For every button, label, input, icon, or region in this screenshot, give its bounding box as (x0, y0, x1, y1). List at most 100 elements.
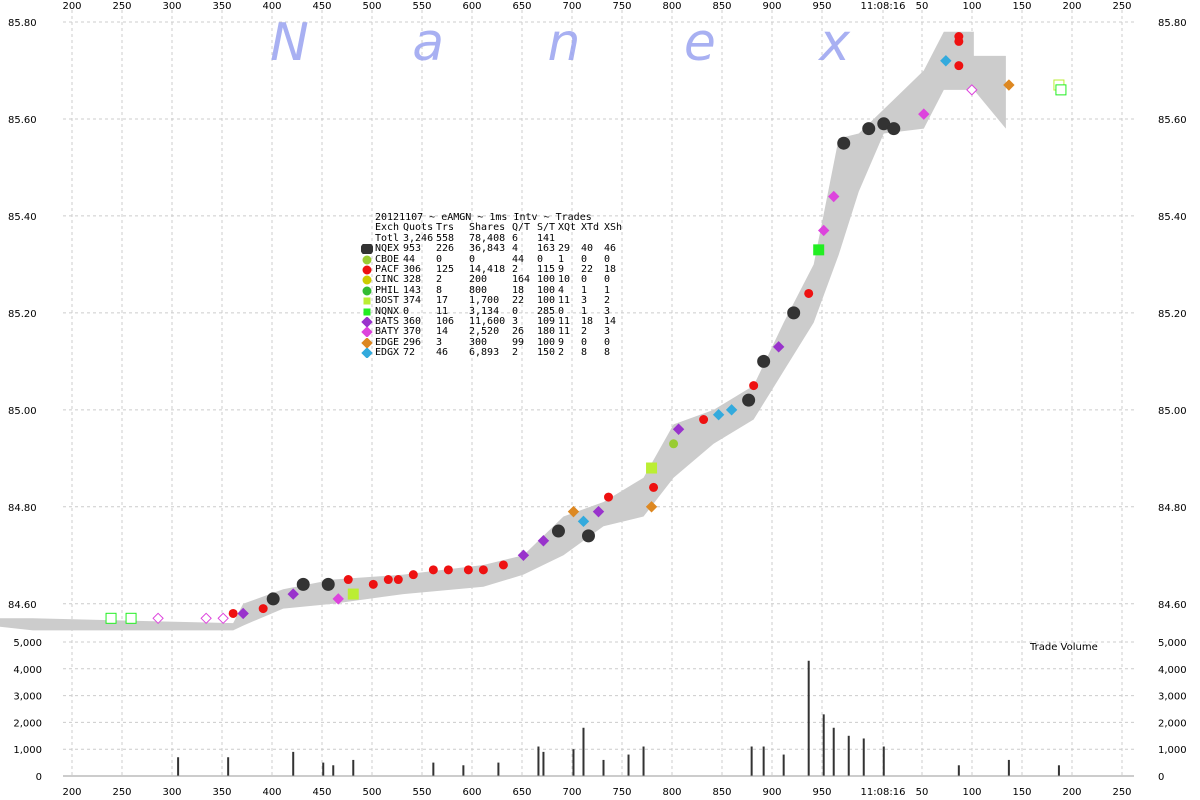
legend-marker-shape (362, 255, 372, 265)
trade-point-24 (517, 549, 530, 561)
trade-point-4 (217, 612, 229, 625)
legend-cell: 11 (558, 295, 571, 307)
legend-cell: 0 (469, 253, 476, 265)
trade-point-42 (757, 354, 771, 368)
trade-point-50 (862, 122, 876, 136)
legend-cell: 163 (537, 243, 556, 255)
legend-cell: 8 (581, 347, 588, 359)
legend-marker-shape (361, 337, 373, 348)
top-tick-label-3: 350 (212, 1, 231, 12)
trade-point-1 (125, 612, 137, 624)
legend-cell: BATS (375, 315, 400, 327)
bottom-tick-label-18: 100 (962, 787, 981, 798)
trade-point-58 (966, 84, 978, 96)
right-price-label-0: 85.80 (1158, 18, 1187, 29)
top-tick-label-7: 550 (412, 1, 431, 12)
legend-cell: 0 (558, 305, 565, 317)
bottom-tick-label-11: 750 (612, 787, 631, 798)
right-price-label-4: 85.00 (1158, 406, 1187, 417)
legend-cell: 3,246 (403, 232, 434, 244)
top-tick-label-15: 950 (812, 1, 831, 12)
bottom-tick-label-20: 200 (1062, 787, 1081, 798)
legend-cell: 26 (512, 326, 525, 338)
legend-cell: 0 (581, 253, 588, 265)
legend-cell: 3 (512, 315, 519, 327)
legend-cell: 100 (537, 295, 556, 307)
legend-marker-shape (362, 265, 372, 275)
bottom-tick-label-13: 850 (712, 787, 731, 798)
legend-cell: 2 (558, 347, 565, 359)
quote-bands (0, 31, 1006, 631)
legend-marker-shape (361, 327, 373, 338)
bottom-tick-label-2: 300 (162, 787, 181, 798)
trade-point-38 (712, 408, 725, 421)
legend-cell: 4 (512, 243, 519, 255)
legend-header-cell: Shares (469, 222, 506, 234)
trade-point-12 (332, 593, 344, 605)
quote-band (0, 31, 1006, 631)
top-tick-label-12: 800 (662, 1, 681, 12)
left-price-label-6: 84.60 (8, 600, 37, 611)
legend-cell: 374 (403, 295, 422, 307)
trade-point-3 (200, 612, 212, 625)
legend-cell: 2 (512, 347, 519, 359)
trade-point-28 (577, 515, 590, 528)
legend-cell: NQEX (375, 243, 400, 255)
volume-bar-10 (750, 746, 753, 776)
right-price-label-1: 85.60 (1158, 115, 1187, 126)
top-tick-label-10: 700 (562, 1, 581, 12)
trade-point-5 (228, 608, 238, 618)
legend-marker (361, 327, 373, 338)
legend-cell: 3 (604, 305, 611, 317)
trade-point-47 (818, 224, 830, 237)
legend-cell: PACF (375, 263, 400, 275)
legend-header-cell: XQt (558, 222, 577, 234)
legend-cell: 6,893 (469, 347, 500, 359)
legend-marker (361, 316, 373, 327)
legend-cell: 296 (403, 336, 422, 348)
trade-point-22 (478, 565, 488, 575)
left-volume-label-1: 4,000 (13, 665, 42, 676)
right-price-label-5: 84.80 (1158, 503, 1187, 514)
legend-cell: 0 (512, 305, 519, 317)
legend-cell: 18 (581, 315, 594, 327)
legend-cell: 6 (512, 232, 519, 244)
trade-point-26 (551, 524, 565, 538)
legend-header-cell: S/T (537, 222, 556, 234)
legend-header-cell: Q/T (512, 222, 531, 234)
trade-point-2 (152, 612, 164, 625)
trade-point-39 (725, 404, 738, 416)
trade-point-29 (581, 529, 595, 543)
trade-point-35 (669, 439, 679, 449)
left-price-label-2: 85.40 (8, 212, 37, 223)
legend-marker-shape (361, 316, 373, 327)
right-price-label-3: 85.20 (1158, 309, 1187, 320)
legend-cell: 46 (436, 347, 449, 359)
volume-bar-17 (292, 751, 295, 776)
left-price-label-5: 84.80 (8, 503, 37, 514)
legend-cell: 72 (403, 347, 416, 359)
volume-bar-4 (572, 749, 575, 776)
legend-cell: 370 (403, 326, 422, 338)
left-volume-label-4: 1,000 (13, 745, 42, 756)
trade-point-21 (463, 565, 473, 575)
legend-cell: BOST (375, 295, 400, 307)
bottom-tick-label-0: 200 (62, 787, 81, 798)
trade-point-10 (296, 577, 310, 591)
legend-cell: 143 (403, 284, 422, 296)
legend-cell: 1 (581, 284, 588, 296)
trade-point-13 (343, 575, 353, 585)
trade-point-57 (954, 61, 964, 71)
bottom-tick-label-9: 650 (512, 787, 531, 798)
legend-cell: 0 (604, 274, 611, 286)
trade-point-45 (804, 288, 814, 298)
trade-markers (105, 32, 1067, 625)
trade-point-19 (428, 565, 438, 575)
legend-cell: 1,700 (469, 295, 500, 307)
legend-cell: 46 (604, 243, 617, 255)
bottom-tick-label-7: 550 (412, 787, 431, 798)
left-price-label-4: 85.00 (8, 406, 37, 417)
legend-cell: 14 (436, 326, 449, 338)
trade-point-54 (940, 55, 952, 67)
